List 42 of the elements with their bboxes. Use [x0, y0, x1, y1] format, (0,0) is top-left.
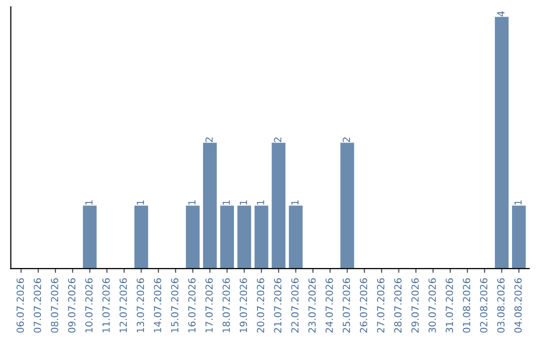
x-tick-label: 16.07.2026 [188, 278, 196, 332]
data-label: 1 [514, 200, 522, 205]
x-tick-label: 06.07.2026 [16, 278, 24, 333]
data-label: 1 [136, 200, 144, 205]
x-tick-label: 17.07.2026 [205, 278, 213, 332]
data-label: 1 [257, 200, 264, 205]
x-tick-label: 04.08.2026 [514, 278, 522, 333]
x-tick-label: 21.07.2026 [274, 278, 282, 333]
data-label: 1 [85, 200, 92, 205]
x-tick-label: 20.07.2026 [256, 278, 264, 333]
x-tick-label: 02.08.2026 [480, 278, 488, 333]
data-label: 4 [497, 11, 504, 16]
x-tick-label: 09.07.2026 [68, 278, 76, 333]
data-label: 1 [240, 200, 247, 205]
x-tick-label: 11.07.2026 [102, 278, 110, 332]
x-tick-label: 07.07.2026 [34, 278, 42, 333]
x-tick-label: 22.07.2026 [291, 278, 299, 333]
data-label: 2 [205, 138, 213, 142]
x-tick-label: 12.07.2026 [120, 278, 127, 332]
x-tick-label: 28.07.2026 [394, 278, 402, 333]
x-tick-label: 10.07.2026 [85, 278, 93, 332]
x-tick-label: 03.08.2026 [497, 278, 505, 333]
data-label: 2 [342, 138, 350, 142]
x-tick-label: 15.07.2026 [171, 278, 178, 332]
x-tick-label: 19.07.2026 [240, 278, 248, 332]
x-tick-label: 13.07.2026 [136, 278, 144, 332]
x-tick-label: 29.07.2026 [411, 278, 419, 333]
x-tick-label: 01.08.2026 [462, 278, 470, 333]
x-tick-label: 14.07.2026 [154, 278, 162, 332]
x-tick-label: 30.07.2026 [428, 278, 436, 333]
x-tick-label: 23.07.2026 [308, 278, 316, 333]
data-label: 2 [274, 138, 282, 142]
data-label: 1 [222, 200, 230, 205]
x-tick-label: 08.07.2026 [50, 278, 58, 333]
x-tick-label: 27.07.2026 [377, 278, 384, 333]
x-tick-label: 25.07.2026 [342, 278, 350, 333]
x-tick-label: 18.07.2026 [222, 278, 230, 332]
data-label: 1 [291, 200, 298, 205]
data-label: 1 [188, 200, 196, 205]
x-tick-label: 31.07.2026 [446, 278, 454, 333]
x-tick-label: 24.07.2026 [326, 278, 333, 333]
x-tick-label: 26.07.2026 [360, 278, 368, 333]
